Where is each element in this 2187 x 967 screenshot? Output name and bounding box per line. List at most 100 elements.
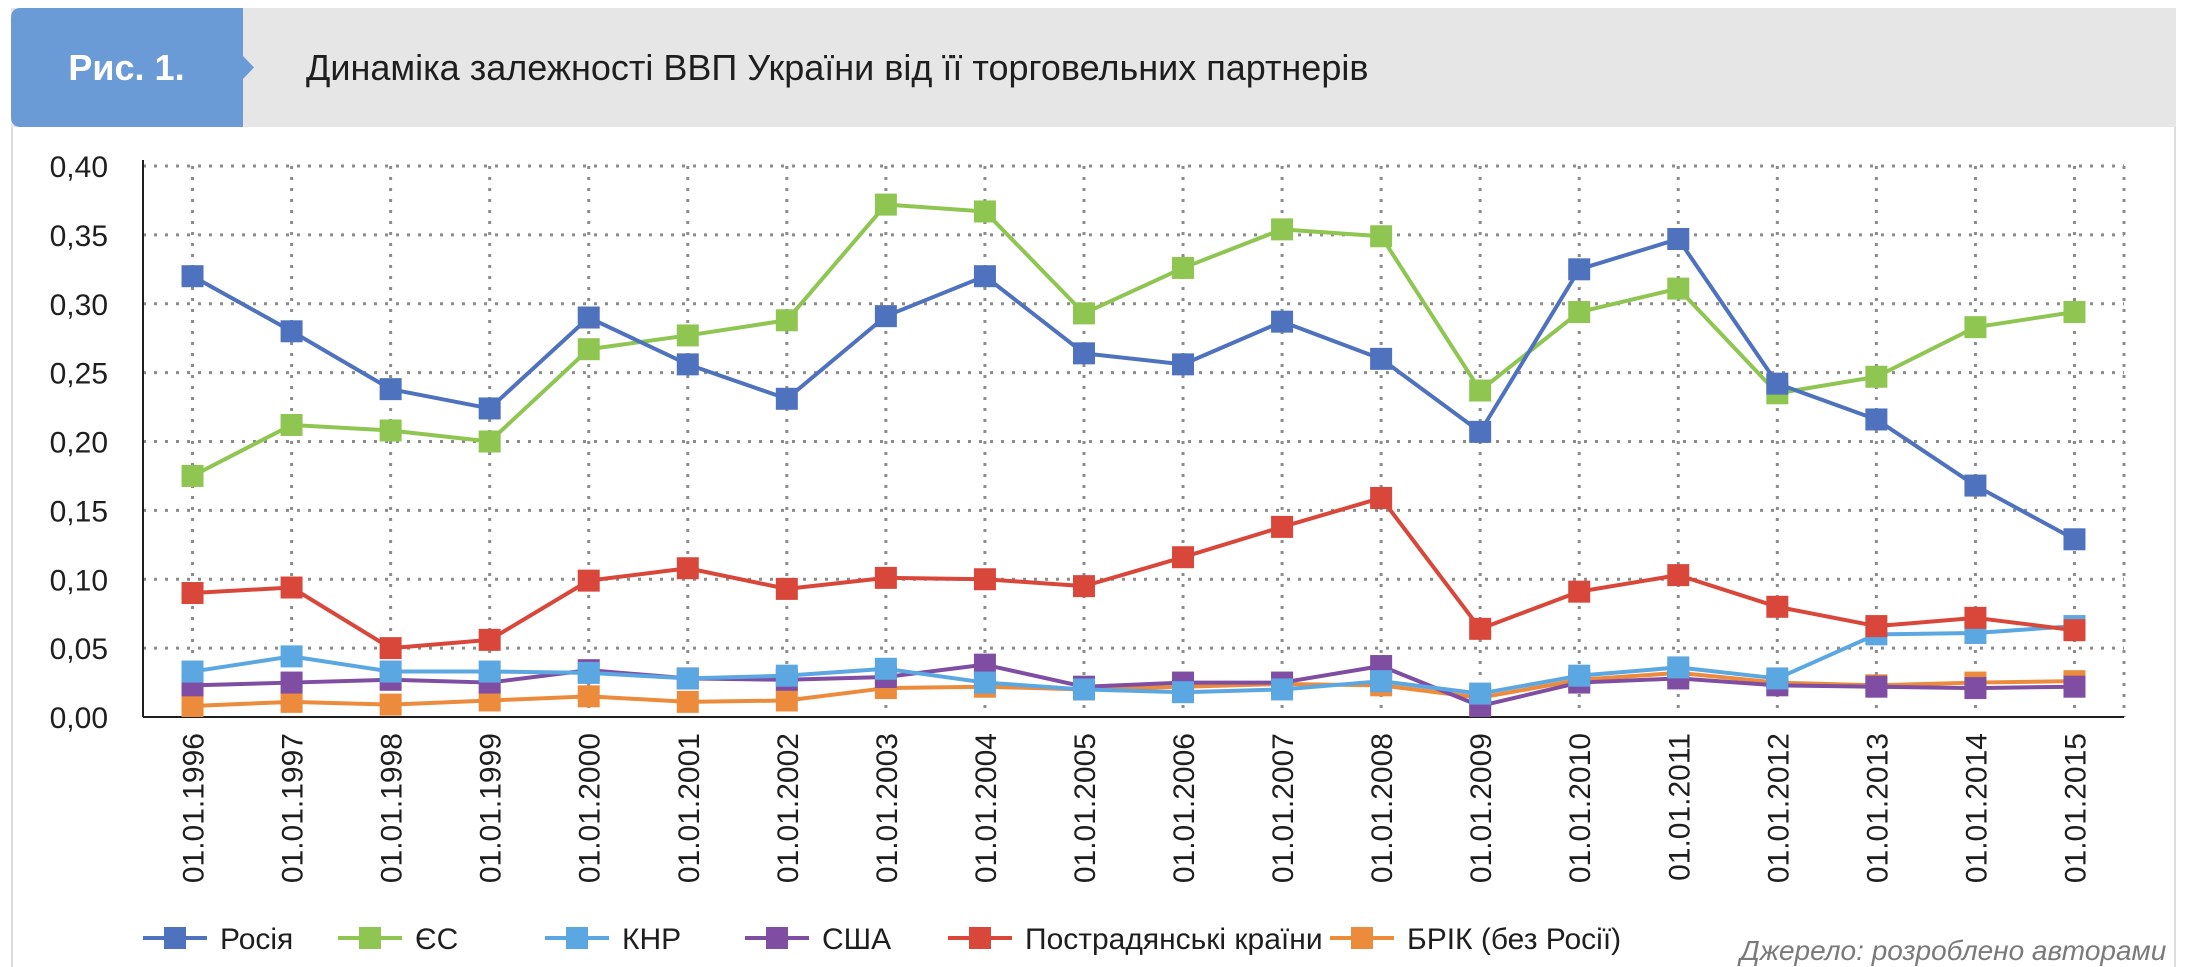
x-tick-label: 01.01.2001: [673, 733, 706, 883]
data-point: [973, 265, 996, 288]
data-point: [379, 378, 402, 401]
y-tick-label: 0,00: [50, 702, 108, 735]
data-point: [280, 645, 303, 668]
data-point: [1568, 258, 1591, 281]
legend-label: КНР: [622, 923, 681, 956]
data-point: [1370, 486, 1393, 509]
figure-title: Динаміка залежності ВВП України від її т…: [306, 46, 1369, 88]
series-line: [192, 662, 2075, 708]
x-tick-label: 01.01.2005: [1069, 733, 1102, 883]
data-point: [973, 671, 996, 694]
data-point: [1271, 218, 1294, 241]
legend-marker: [1351, 927, 1373, 949]
data-point: [379, 660, 402, 683]
data-point: [1766, 667, 1789, 690]
data-point: [1865, 615, 1888, 638]
data-point: [1072, 342, 1095, 365]
data-point: [379, 637, 402, 660]
figure-number: Рис. 1.: [68, 46, 185, 88]
data-point: [181, 660, 204, 683]
x-tick-label: 01.01.2010: [1564, 733, 1597, 883]
data-point: [280, 690, 303, 713]
legend-marker: [164, 927, 186, 949]
data-point: [874, 305, 897, 328]
data-point: [1865, 408, 1888, 431]
data-point: [1964, 677, 1987, 700]
data-point: [775, 689, 798, 712]
data-point: [874, 193, 897, 216]
data-point: [1667, 228, 1690, 251]
figure-badge: [11, 8, 254, 127]
data-point: [280, 671, 303, 694]
data-point: [973, 653, 996, 676]
frame-left-border: [11, 127, 13, 967]
x-tick-label: 01.01.2002: [772, 733, 805, 883]
y-tick-label: 0,40: [50, 151, 108, 184]
legend-marker: [766, 927, 788, 949]
y-tick-label: 0,35: [50, 220, 108, 253]
data-point: [1469, 682, 1492, 705]
legend-label: Росія: [220, 923, 293, 956]
data-point: [1271, 678, 1294, 701]
x-tick-label: 01.01.2006: [1168, 733, 1201, 883]
data-point: [973, 568, 996, 591]
x-tick-label: 01.01.1997: [277, 733, 310, 883]
x-tick-label: 01.01.1999: [475, 733, 508, 883]
series-line: [191, 237, 2076, 542]
data-point: [1964, 474, 1987, 497]
x-tick-label: 01.01.2000: [574, 733, 607, 883]
legend-label: США: [822, 923, 891, 956]
data-point: [1766, 595, 1789, 618]
y-tick-label: 0,15: [50, 495, 108, 528]
x-tick-label: 01.01.2007: [1267, 733, 1300, 883]
y-tick-label: 0,10: [50, 564, 108, 597]
data-point: [775, 577, 798, 600]
data-point: [1072, 678, 1095, 701]
data-point: [181, 464, 204, 487]
data-point: [874, 566, 897, 589]
y-tick-label: 0,30: [50, 289, 108, 322]
series-line: [192, 670, 2075, 708]
data-point: [1072, 302, 1095, 325]
data-point: [1072, 575, 1095, 598]
data-point: [1865, 675, 1888, 698]
data-point: [1568, 580, 1591, 603]
data-point: [2063, 301, 2086, 324]
data-point: [577, 338, 600, 361]
data-point: [1172, 256, 1195, 279]
legend-label: ЄС: [415, 923, 458, 956]
data-point: [478, 628, 501, 651]
data-point: [577, 685, 600, 708]
data-point: [280, 413, 303, 436]
data-point: [478, 689, 501, 712]
series-line: [192, 624, 2075, 696]
x-tick-label: 01.01.1996: [178, 733, 211, 883]
y-tick-label: 0,20: [50, 427, 108, 460]
figure-header: [11, 8, 2176, 127]
data-point: [1667, 564, 1690, 587]
series-line: [191, 202, 2075, 478]
data-point: [1370, 225, 1393, 248]
x-tick-label: 01.01.2003: [871, 733, 904, 883]
data-point: [973, 200, 996, 223]
legend-marker: [969, 927, 991, 949]
x-tick-label: 01.01.2008: [1366, 733, 1399, 883]
data-point: [1172, 546, 1195, 569]
data-point: [2063, 528, 2086, 551]
data-point: [577, 569, 600, 592]
data-point: [1469, 617, 1492, 640]
data-point: [2063, 675, 2086, 698]
data-point: [181, 582, 204, 605]
data-point: [1370, 347, 1393, 370]
data-point: [379, 693, 402, 716]
x-tick-label: 01.01.2004: [970, 733, 1003, 883]
legend-marker: [566, 927, 588, 949]
data-point: [1568, 301, 1591, 324]
data-point: [775, 309, 798, 332]
x-tick-label: 01.01.2013: [1861, 733, 1894, 883]
data-point: [676, 353, 699, 376]
data-point: [775, 387, 798, 410]
data-point: [478, 660, 501, 683]
data-point: [181, 694, 204, 717]
data-point: [1469, 379, 1492, 402]
